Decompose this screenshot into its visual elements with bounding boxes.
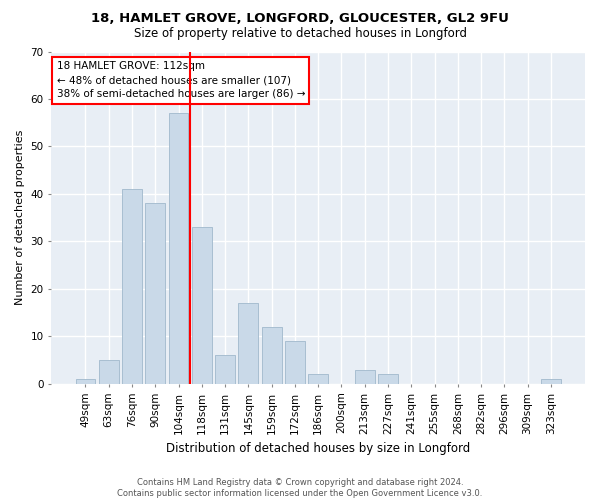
Y-axis label: Number of detached properties: Number of detached properties [15, 130, 25, 306]
Text: 18 HAMLET GROVE: 112sqm
← 48% of detached houses are smaller (107)
38% of semi-d: 18 HAMLET GROVE: 112sqm ← 48% of detache… [56, 62, 305, 100]
Bar [145, 204, 165, 384]
X-axis label: Distribution of detached houses by size in Longford: Distribution of detached houses by size … [166, 442, 470, 455]
Bar [192, 227, 212, 384]
Text: 18, HAMLET GROVE, LONGFORD, GLOUCESTER, GL2 9FU: 18, HAMLET GROVE, LONGFORD, GLOUCESTER, … [91, 12, 509, 26]
Bar [122, 189, 142, 384]
Text: Size of property relative to detached houses in Longford: Size of property relative to detached ho… [133, 28, 467, 40]
Bar [262, 327, 281, 384]
Bar [215, 356, 235, 384]
Bar [99, 360, 119, 384]
Bar [285, 341, 305, 384]
Text: Contains HM Land Registry data © Crown copyright and database right 2024.
Contai: Contains HM Land Registry data © Crown c… [118, 478, 482, 498]
Bar [238, 303, 258, 384]
Bar [378, 374, 398, 384]
Bar [308, 374, 328, 384]
Bar [169, 113, 188, 384]
Bar [541, 379, 561, 384]
Bar [355, 370, 374, 384]
Bar [76, 379, 95, 384]
